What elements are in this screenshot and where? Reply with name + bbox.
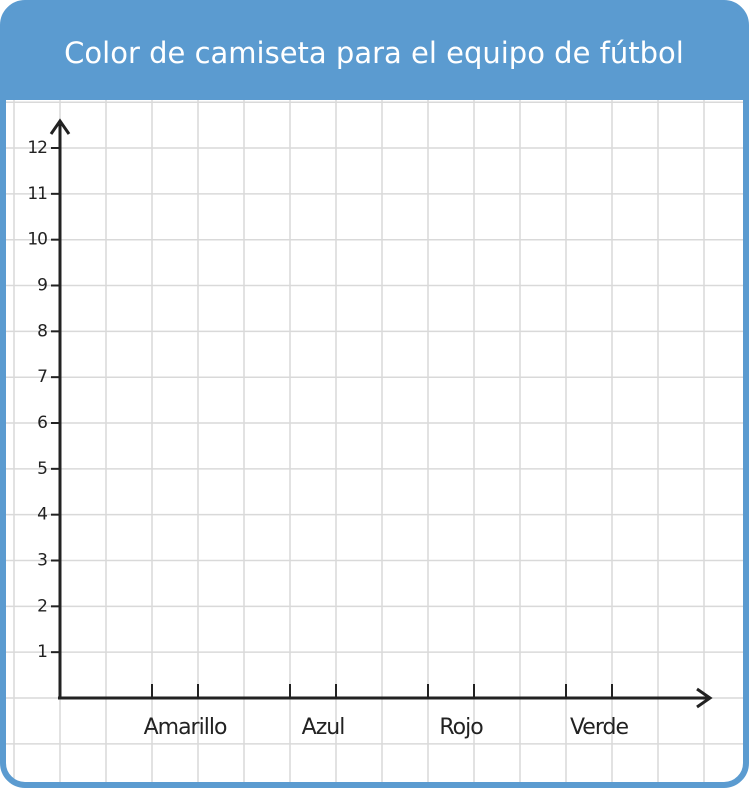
y-tick-label: 9 xyxy=(37,276,47,296)
y-tick-label: 4 xyxy=(37,505,47,525)
header xyxy=(3,3,746,100)
y-tick-label: 8 xyxy=(37,321,47,341)
chart-title: Color de camiseta para el equipo de fútb… xyxy=(64,36,684,70)
y-tick-label: 2 xyxy=(37,596,47,616)
x-tick-label: Amarillo xyxy=(144,715,227,740)
y-tick-label: 1 xyxy=(37,642,47,662)
x-tick-label: Rojo xyxy=(439,715,483,740)
y-tick-label: 7 xyxy=(37,367,47,387)
y-arrow xyxy=(49,118,71,135)
y-tick-label: 6 xyxy=(37,413,47,433)
x-arrow xyxy=(696,687,713,709)
x-tick-label: Verde xyxy=(570,715,629,740)
x-tick-label: Azul xyxy=(302,715,345,740)
y-tick-label: 3 xyxy=(37,551,47,571)
y-tick-label: 12 xyxy=(27,138,47,158)
frame-bg xyxy=(3,3,746,785)
y-tick-label: 5 xyxy=(37,459,47,479)
y-tick-label: 11 xyxy=(27,184,47,204)
y-tick-label: 10 xyxy=(27,230,47,250)
